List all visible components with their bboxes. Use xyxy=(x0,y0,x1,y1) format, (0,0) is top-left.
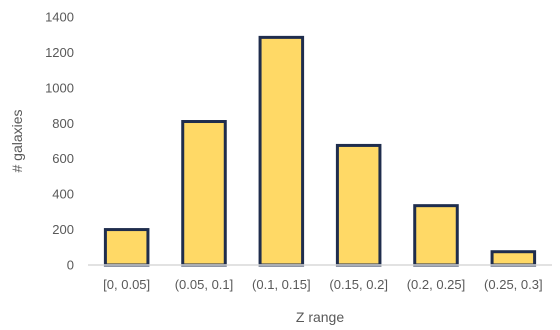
y-axis-ticks: 0 200 400 600 800 1000 1200 1400 xyxy=(45,10,74,273)
bar xyxy=(490,250,537,267)
y-tick-label: 0 xyxy=(67,258,74,273)
bars xyxy=(103,35,537,267)
x-tick-label: (0.05, 0.1] xyxy=(175,277,234,292)
y-axis-title: # galaxies xyxy=(9,109,25,172)
bar xyxy=(258,35,305,267)
x-axis-title: Z range xyxy=(296,309,344,325)
bar xyxy=(103,228,150,267)
bar xyxy=(335,143,382,267)
x-tick-label: (0.2, 0.25] xyxy=(407,277,466,292)
y-tick-label: 1200 xyxy=(45,45,74,60)
y-tick-label: 800 xyxy=(52,116,74,131)
x-tick-label: (0.15, 0.2] xyxy=(329,277,388,292)
y-tick-label: 1000 xyxy=(45,80,74,95)
x-tick-label: [0, 0.05] xyxy=(103,277,150,292)
y-tick-label: 200 xyxy=(52,222,74,237)
bar xyxy=(413,204,459,267)
x-tick-label: (0.25, 0.3] xyxy=(484,277,543,292)
y-tick-label: 600 xyxy=(52,151,74,166)
y-tick-label: 400 xyxy=(52,187,74,202)
bar xyxy=(181,120,227,267)
x-tick-label: (0.1, 0.15] xyxy=(252,277,311,292)
y-tick-label: 1400 xyxy=(45,10,74,25)
x-axis-ticks: [0, 0.05] (0.05, 0.1] (0.1, 0.15] (0.15, 0.… xyxy=(103,277,542,292)
